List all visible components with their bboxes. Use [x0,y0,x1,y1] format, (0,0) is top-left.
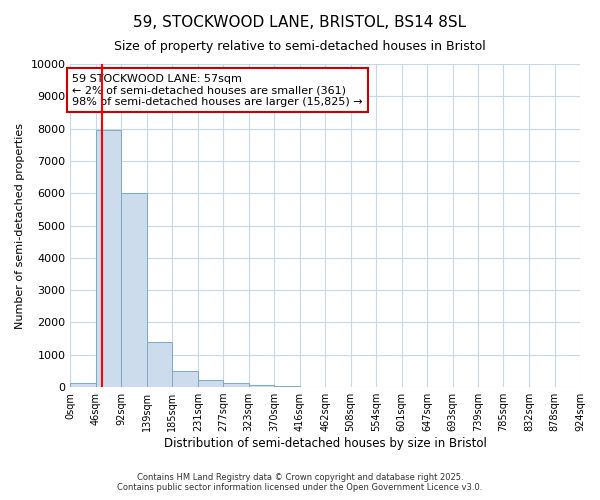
Bar [121,193,147,387]
Bar [96,130,121,387]
Y-axis label: Number of semi-detached properties: Number of semi-detached properties [15,122,25,328]
Bar [223,384,248,387]
Bar [198,380,223,387]
X-axis label: Distribution of semi-detached houses by size in Bristol: Distribution of semi-detached houses by … [164,437,487,450]
Bar [274,386,300,387]
Text: Size of property relative to semi-detached houses in Bristol: Size of property relative to semi-detach… [114,40,486,53]
Bar [147,342,172,387]
Text: 59, STOCKWOOD LANE, BRISTOL, BS14 8SL: 59, STOCKWOOD LANE, BRISTOL, BS14 8SL [133,15,467,30]
Bar [70,384,96,387]
Bar [248,385,274,387]
Text: 59 STOCKWOOD LANE: 57sqm
← 2% of semi-detached houses are smaller (361)
98% of s: 59 STOCKWOOD LANE: 57sqm ← 2% of semi-de… [72,74,362,107]
Bar [172,371,198,387]
Text: Contains HM Land Registry data © Crown copyright and database right 2025.
Contai: Contains HM Land Registry data © Crown c… [118,473,482,492]
